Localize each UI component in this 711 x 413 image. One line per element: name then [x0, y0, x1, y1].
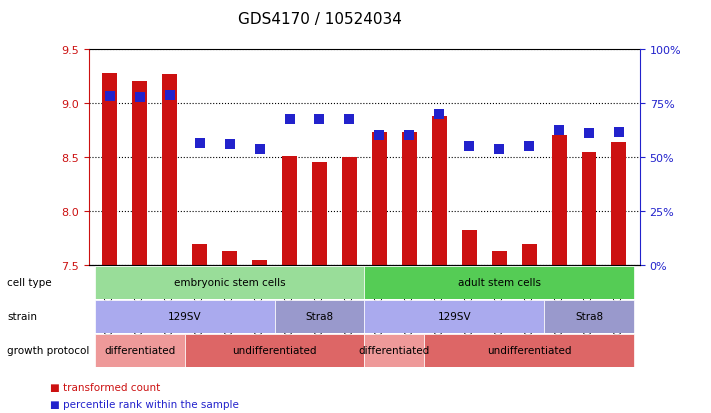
Text: strain: strain	[7, 312, 37, 322]
FancyBboxPatch shape	[95, 334, 185, 367]
FancyBboxPatch shape	[365, 334, 424, 367]
Bar	[222, 252, 237, 266]
Point	[134, 95, 146, 102]
Text: differentiated: differentiated	[104, 346, 176, 356]
Bar	[312, 163, 327, 266]
Point	[553, 127, 565, 134]
Bar	[582, 152, 597, 266]
FancyBboxPatch shape	[95, 300, 274, 333]
Bar	[162, 74, 177, 266]
Point	[583, 131, 594, 137]
Bar	[522, 244, 537, 266]
Point	[254, 147, 265, 153]
Text: 129SV: 129SV	[437, 312, 471, 322]
Text: GDS4170 / 10524034: GDS4170 / 10524034	[238, 12, 402, 27]
Point	[614, 129, 625, 136]
Point	[404, 133, 415, 139]
Text: growth protocol: growth protocol	[7, 346, 90, 356]
Point	[374, 133, 385, 139]
Bar	[492, 252, 507, 266]
FancyBboxPatch shape	[424, 334, 634, 367]
Text: Stra8: Stra8	[575, 312, 603, 322]
Point	[493, 147, 505, 153]
Text: cell type: cell type	[7, 278, 52, 287]
Text: 129SV: 129SV	[168, 312, 201, 322]
Bar	[402, 133, 417, 266]
Bar	[372, 133, 387, 266]
FancyBboxPatch shape	[365, 266, 634, 299]
Point	[464, 143, 475, 150]
Text: differentiated: differentiated	[359, 346, 430, 356]
Bar	[192, 244, 207, 266]
Point	[194, 140, 205, 147]
Point	[523, 143, 535, 150]
Point	[164, 93, 176, 100]
Point	[284, 116, 295, 123]
FancyBboxPatch shape	[95, 266, 365, 299]
Bar	[342, 158, 357, 266]
Text: embryonic stem cells: embryonic stem cells	[173, 278, 285, 287]
Bar	[102, 74, 117, 266]
FancyBboxPatch shape	[544, 300, 634, 333]
Point	[434, 111, 445, 118]
Bar	[552, 136, 567, 266]
Bar	[282, 157, 297, 266]
Point	[343, 116, 355, 123]
FancyBboxPatch shape	[185, 334, 365, 367]
Bar	[461, 230, 476, 266]
Text: undifferentiated: undifferentiated	[232, 346, 317, 356]
Bar	[252, 260, 267, 266]
Text: ■ percentile rank within the sample: ■ percentile rank within the sample	[50, 399, 239, 409]
Text: Stra8: Stra8	[306, 312, 333, 322]
Text: adult stem cells: adult stem cells	[458, 278, 540, 287]
Point	[224, 141, 235, 148]
FancyBboxPatch shape	[365, 300, 544, 333]
Bar	[432, 116, 447, 266]
Point	[104, 94, 115, 100]
Text: ■ transformed count: ■ transformed count	[50, 382, 160, 392]
Point	[314, 116, 325, 123]
FancyBboxPatch shape	[274, 300, 365, 333]
Text: undifferentiated: undifferentiated	[487, 346, 572, 356]
Bar	[611, 142, 626, 266]
Bar	[132, 82, 147, 266]
